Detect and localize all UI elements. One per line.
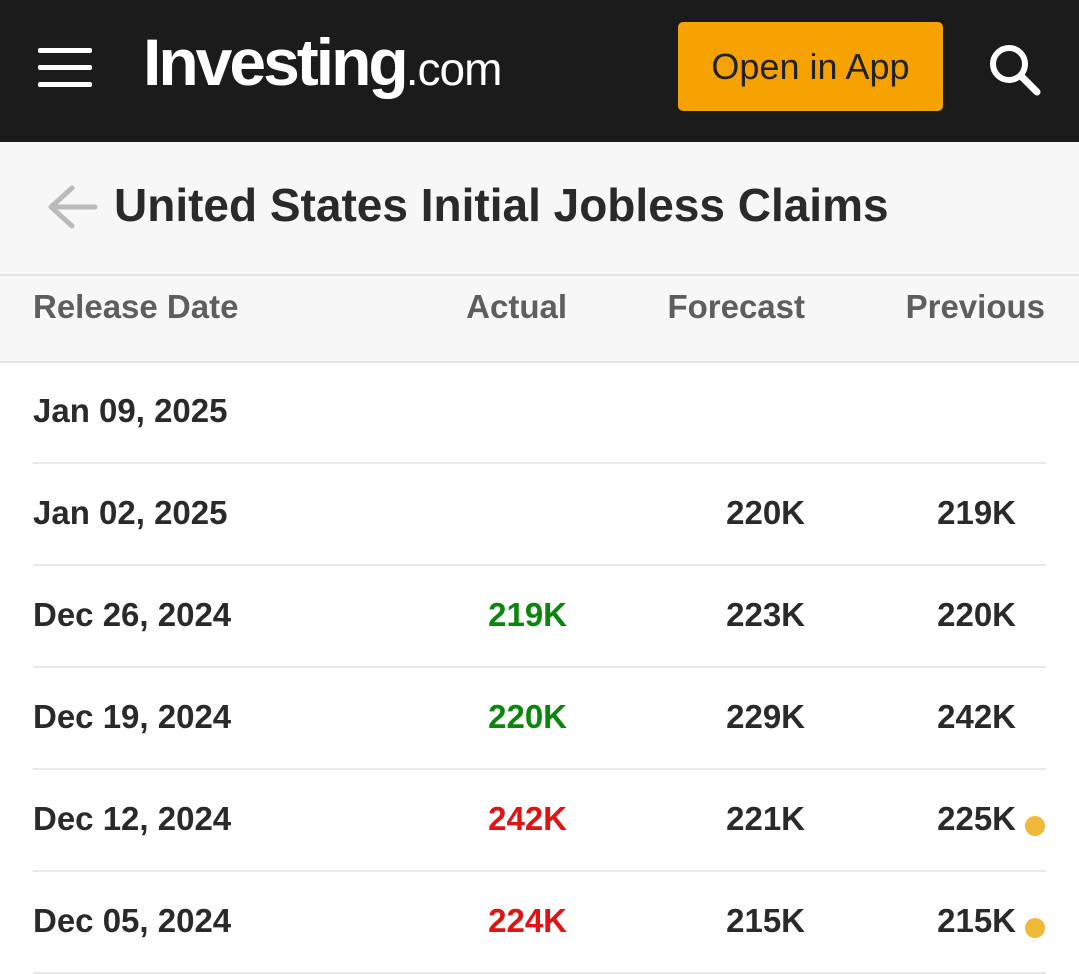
previous-cell: 219K: [937, 494, 1016, 531]
column-header: Release Date: [33, 288, 239, 325]
row-separator: [33, 870, 1046, 872]
table-header: Release Date Actual Forecast Previous: [0, 276, 1079, 363]
table-row[interactable]: Dec 05, 2024 224K 215K 215K: [0, 872, 1079, 974]
forecast-cell: 220K: [726, 494, 805, 531]
search-button[interactable]: [985, 40, 1045, 100]
row-separator: [33, 768, 1046, 770]
date-cell: Dec 19, 2024: [33, 698, 232, 735]
previous-cell: 220K: [937, 596, 1016, 633]
row-separator: [33, 564, 1046, 566]
logo-suffix: .com: [405, 43, 503, 95]
column-header: Previous: [905, 288, 1045, 325]
forecast-cell: 229K: [726, 698, 805, 735]
revised-indicator: [1025, 816, 1045, 836]
table-row[interactable]: Dec 12, 2024 242K 221K 225K: [0, 770, 1079, 872]
actual-cell: 219K: [488, 596, 567, 633]
table-row[interactable]: Dec 19, 2024 220K 229K 242K: [0, 668, 1079, 770]
previous-cell: 242K: [937, 698, 1016, 735]
table-row[interactable]: Dec 26, 2024 219K 223K 220K: [0, 566, 1079, 668]
column-header: Actual: [466, 288, 567, 325]
back-button[interactable]: [46, 184, 98, 230]
date-cell: Jan 02, 2025: [33, 494, 228, 531]
forecast-cell: 215K: [726, 902, 805, 939]
logo-text: Investing: [143, 25, 409, 99]
date-cell: Jan 09, 2025: [33, 392, 228, 429]
previous-cell: 225K: [937, 800, 1016, 837]
actual-cell: 224K: [488, 902, 567, 939]
page-title: United States Initial Jobless Claims: [114, 179, 889, 231]
previous-cell: 215K: [937, 902, 1016, 939]
date-cell: Dec 12, 2024: [33, 800, 232, 837]
revised-indicator: [1025, 918, 1045, 938]
table-row[interactable]: Jan 09, 2025: [0, 362, 1079, 464]
top-bar: Investing.com Open in App: [0, 0, 1079, 142]
title-bar: United States Initial Jobless Claims: [0, 142, 1079, 276]
actual-cell: 220K: [488, 698, 567, 735]
date-cell: Dec 26, 2024: [33, 596, 232, 633]
row-separator: [33, 462, 1046, 464]
table-row[interactable]: Jan 02, 2025 220K 219K: [0, 464, 1079, 566]
forecast-cell: 221K: [726, 800, 805, 837]
actual-cell: 242K: [488, 800, 567, 837]
row-separator: [33, 666, 1046, 668]
date-cell: Dec 05, 2024: [33, 902, 232, 939]
column-header: Forecast: [667, 288, 805, 325]
forecast-cell: 223K: [726, 596, 805, 633]
open-in-app-button[interactable]: Open in App: [678, 22, 943, 111]
menu-button[interactable]: [38, 46, 92, 88]
logo[interactable]: Investing.com: [143, 24, 503, 100]
